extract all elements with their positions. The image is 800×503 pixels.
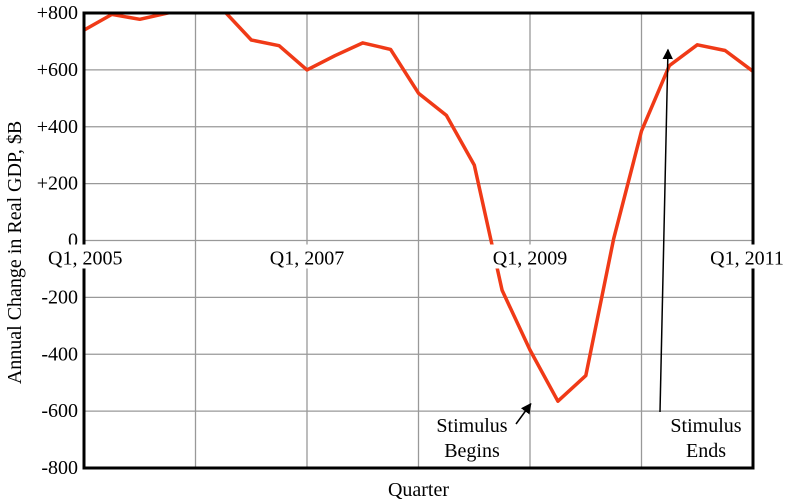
y-axis-label: Annual Change in Real GDP, $B: [4, 121, 26, 384]
x-tick-label-backing: [46, 244, 142, 269]
annotations-layer: Stimulus Begins Stimulus Ends: [420, 48, 754, 464]
y-axis-ticks: +800 +600 +400 +200 0 -200 -400 -600 -800: [37, 2, 78, 479]
annotation-arrow-begins: [515, 402, 532, 425]
y-tick-label: +800: [37, 2, 78, 24]
y-tick-label: +600: [37, 59, 78, 81]
y-tick-label: +400: [37, 116, 78, 138]
y-tick-label: -200: [41, 286, 78, 308]
y-tick-label: -400: [41, 343, 78, 365]
y-tick-label: -800: [41, 457, 78, 479]
annotation-stimulus-ends: Ends: [686, 440, 726, 462]
gdp-series-line: [84, 13, 753, 403]
x-tick-label-backing: [259, 244, 355, 269]
x-tick-label: Q1, 2005: [48, 248, 122, 270]
annotation-backing: [658, 412, 754, 464]
x-tick-label: Q1, 2009: [493, 248, 567, 270]
annotation-arrow-ends: [659, 48, 674, 413]
annotation-stimulus-begins: Stimulus: [436, 415, 507, 437]
plot-frame: [82, 11, 755, 470]
y-tick-label: 0: [68, 230, 78, 252]
series-layer: [84, 13, 753, 403]
x-tick-label-backing: [699, 244, 795, 269]
annotation-stimulus-begins: Begins: [444, 440, 500, 462]
annotation-stimulus-ends: Stimulus: [670, 415, 741, 437]
x-axis-label: Quarter: [388, 479, 449, 501]
x-axis-ticks: Q1, 2005 Q1, 2007 Q1, 2009 Q1, 2011: [46, 244, 795, 270]
x-tick-label: Q1, 2007: [270, 248, 344, 270]
grid-lines: [84, 13, 753, 468]
y-tick-label: +200: [37, 173, 78, 195]
y-tick-label: -600: [41, 400, 78, 422]
x-tick-label: Q1, 2011: [710, 248, 784, 270]
x-tick-label-backing: [482, 244, 578, 269]
annotation-backing: [420, 412, 524, 464]
